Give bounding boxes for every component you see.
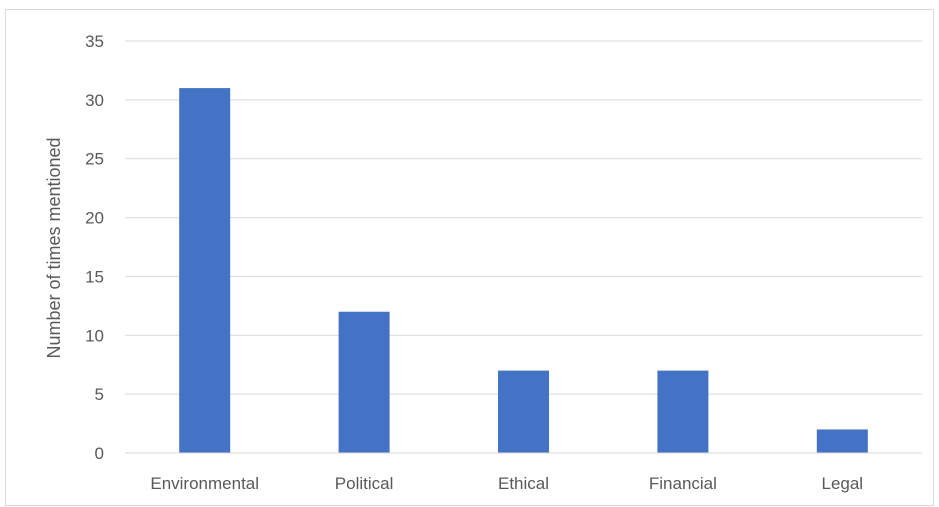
x-tick-label-environmental: Environmental [150, 474, 259, 493]
x-tick-labels: Environmental Political Ethical Financial Le… [150, 474, 863, 493]
x-tick-label-political: Political [335, 474, 394, 493]
y-tick-labels: 0 5 10 15 20 25 30 35 [85, 32, 104, 463]
bar-environmental [179, 88, 231, 453]
bar-legal [816, 429, 868, 453]
x-tick-label-ethical: Ethical [498, 474, 549, 493]
bar-financial [657, 370, 709, 453]
gridlines [125, 40, 922, 395]
bar-ethical [498, 370, 549, 453]
y-tick-label: 15 [85, 267, 104, 286]
y-tick-label: 20 [85, 209, 104, 228]
y-tick-label: 35 [85, 32, 104, 51]
x-tick-label-legal: Legal [821, 474, 863, 493]
bar-political [338, 311, 390, 453]
y-tick-label: 10 [85, 326, 104, 345]
chart-frame [5, 9, 934, 506]
y-tick-label: 5 [95, 385, 104, 404]
x-tick-label-financial: Financial [649, 474, 717, 493]
y-axis-title: Number of times mentioned [44, 137, 64, 358]
bars [179, 88, 868, 453]
y-tick-label: 25 [85, 150, 104, 169]
y-tick-label: 30 [85, 91, 104, 110]
y-tick-label: 0 [95, 444, 104, 463]
